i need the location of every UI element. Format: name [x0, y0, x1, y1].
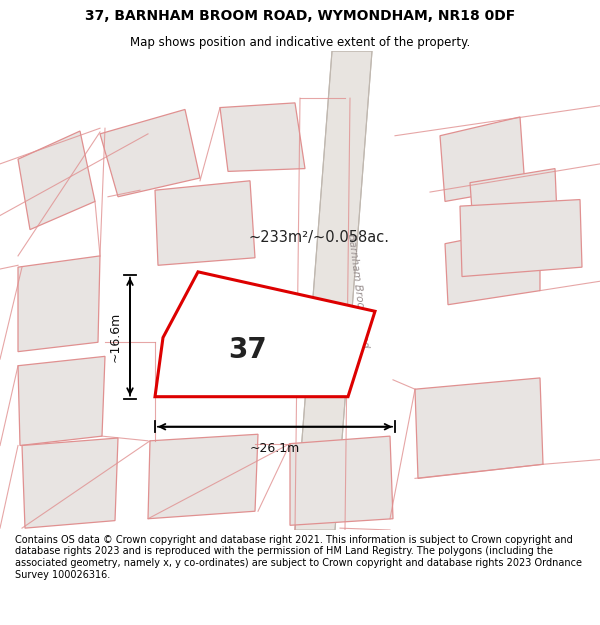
Polygon shape: [155, 272, 375, 397]
Text: 37, BARNHAM BROOM ROAD, WYMONDHAM, NR18 0DF: 37, BARNHAM BROOM ROAD, WYMONDHAM, NR18 …: [85, 9, 515, 23]
Polygon shape: [18, 131, 95, 229]
Polygon shape: [445, 225, 540, 305]
Polygon shape: [460, 199, 582, 276]
Polygon shape: [470, 169, 558, 253]
Polygon shape: [148, 434, 258, 519]
Text: ~16.6m: ~16.6m: [109, 311, 122, 362]
Polygon shape: [220, 103, 305, 171]
Polygon shape: [415, 378, 543, 478]
Text: ~233m²/~0.058ac.: ~233m²/~0.058ac.: [248, 229, 389, 244]
Polygon shape: [18, 356, 105, 446]
Polygon shape: [290, 436, 393, 525]
Text: ~26.1m: ~26.1m: [250, 442, 300, 455]
Polygon shape: [155, 181, 255, 265]
Text: 37: 37: [229, 336, 267, 364]
Polygon shape: [18, 256, 100, 352]
Polygon shape: [440, 117, 525, 201]
Polygon shape: [295, 51, 372, 530]
Polygon shape: [100, 109, 200, 197]
Text: Barnham Broom Road: Barnham Broom Road: [346, 233, 370, 348]
Text: Map shows position and indicative extent of the property.: Map shows position and indicative extent…: [130, 36, 470, 49]
Text: Contains OS data © Crown copyright and database right 2021. This information is : Contains OS data © Crown copyright and d…: [15, 535, 582, 579]
Polygon shape: [22, 438, 118, 528]
